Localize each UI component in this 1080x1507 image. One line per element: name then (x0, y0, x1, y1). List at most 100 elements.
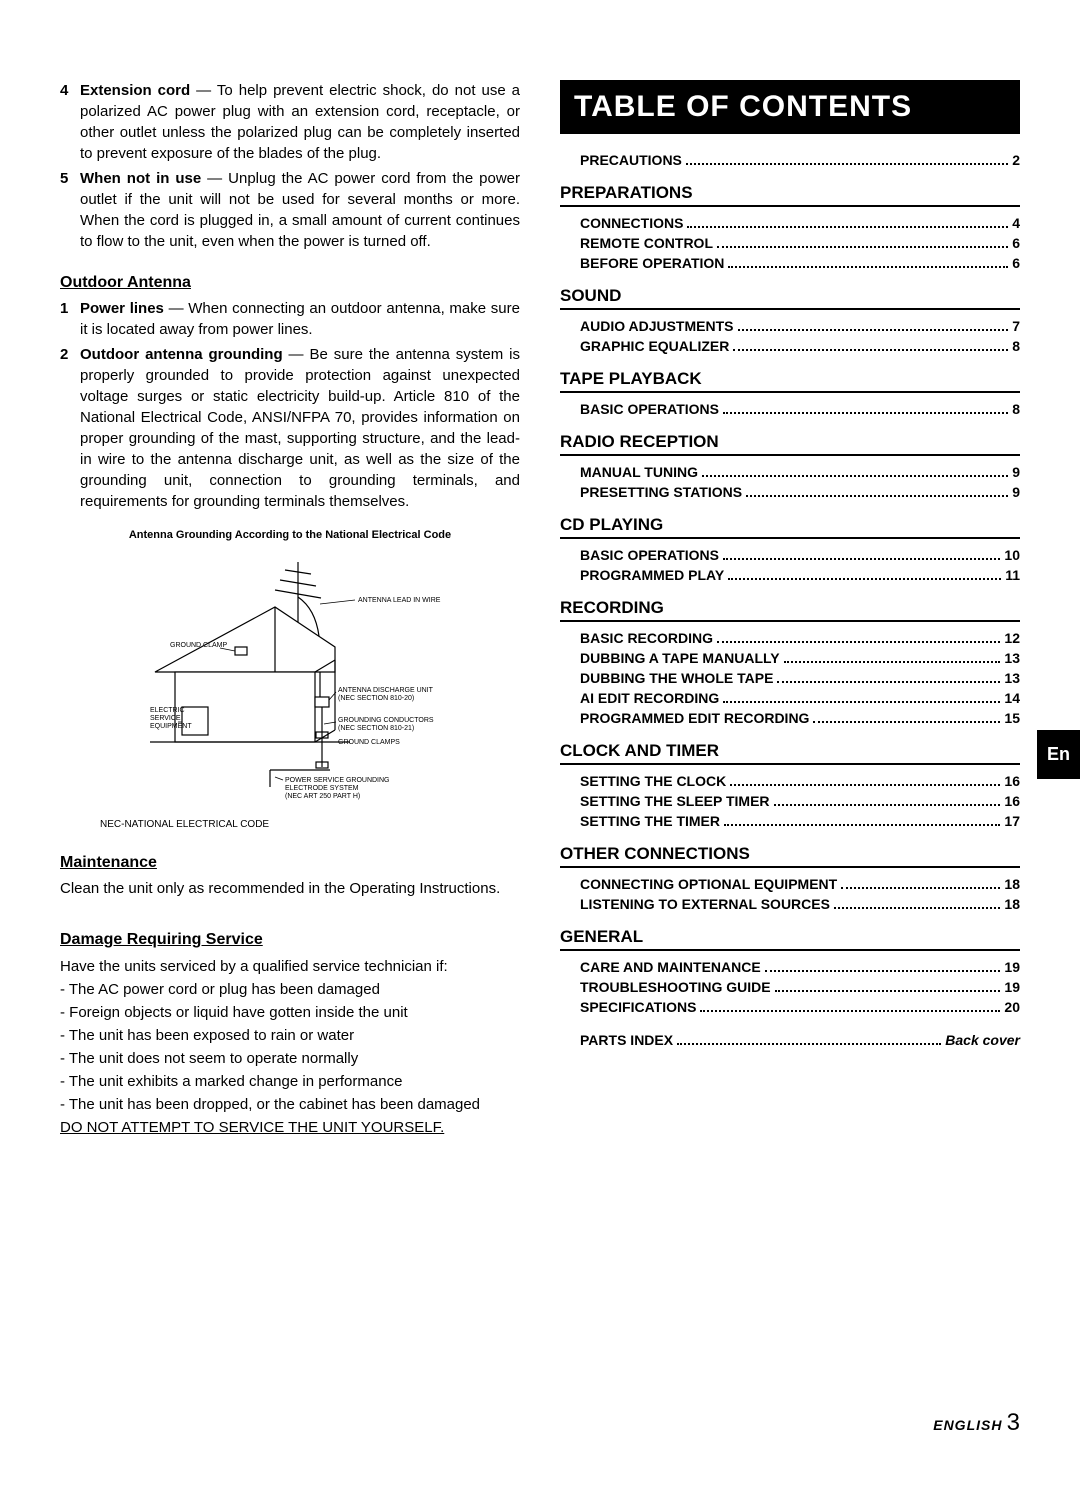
item-text: — Be sure the antenna system is properly… (80, 346, 520, 510)
toc-page: 13 (1004, 650, 1020, 666)
no-service-warning: DO NOT ATTEMPT TO SERVICE THE UNIT YOURS… (60, 1117, 520, 1138)
toc-page: 6 (1012, 255, 1020, 271)
toc-dots (702, 467, 1008, 477)
diagram-label: GROUNDING CONDUCTORS (338, 717, 434, 724)
toc-page: 19 (1004, 979, 1020, 995)
toc-page: 9 (1012, 484, 1020, 500)
footer-page-number: 3 (1007, 1409, 1020, 1436)
toc-label: BASIC OPERATIONS (580, 547, 719, 563)
toc-page: 20 (1004, 999, 1020, 1015)
toc-label: BASIC RECORDING (580, 630, 713, 646)
toc-dots (728, 258, 1008, 268)
diagram-caption: Antenna Grounding According to the Natio… (60, 528, 520, 543)
toc-precautions: PRECAUTIONS 2 (580, 152, 1020, 169)
antenna-grounding-diagram: ANTENNA LEAD IN WIRE GROUND CLAMP ANTENN… (120, 552, 460, 812)
item-label: Extension cord (80, 82, 190, 99)
toc-dots (738, 321, 1009, 331)
toc-page: 16 (1004, 773, 1020, 789)
toc-item: PROGRAMMED PLAY11 (580, 567, 1020, 584)
toc-label: REMOTE CONTROL (580, 235, 713, 251)
safety-item-5: 5 When not in use — Unplug the AC power … (60, 168, 520, 252)
damage-item: - Foreign objects or liquid have gotten … (60, 1002, 520, 1023)
item-number: 1 (60, 298, 80, 340)
toc-label: LISTENING TO EXTERNAL SOURCES (580, 896, 830, 912)
toc-label: PROGRAMMED PLAY (580, 567, 724, 583)
item-label: Outdoor antenna grounding (80, 346, 283, 363)
safety-item-4: 4 Extension cord — To help prevent elect… (60, 80, 520, 164)
toc-label: BEFORE OPERATION (580, 255, 724, 271)
diagram-label: GROUND CLAMPS (338, 739, 400, 746)
item-label: Power lines (80, 300, 164, 317)
toc-item: SETTING THE SLEEP TIMER16 (580, 793, 1020, 810)
toc-item: AI EDIT RECORDING14 (580, 690, 1020, 707)
item-number: 5 (60, 168, 80, 252)
toc-item: DUBBING A TAPE MANUALLY 13 (580, 650, 1020, 667)
toc-page: 6 (1012, 235, 1020, 251)
diagram-label: POWER SERVICE GROUNDING (285, 777, 390, 784)
toc-label: AI EDIT RECORDING (580, 690, 719, 706)
diagram-footnote: NEC-NATIONAL ELECTRICAL CODE (100, 818, 520, 832)
toc-dots (777, 673, 1000, 683)
left-column: 4 Extension cord — To help prevent elect… (60, 80, 520, 1138)
toc-item: CARE AND MAINTENANCE19 (580, 959, 1020, 976)
page-footer: ENGLISH 3 (933, 1409, 1020, 1437)
toc-label: SETTING THE CLOCK (580, 773, 726, 789)
toc-section-heading: SOUND (560, 286, 1020, 310)
toc-section-heading: CD PLAYING (560, 515, 1020, 539)
toc-page: 8 (1012, 401, 1020, 417)
toc-item: SPECIFICATIONS20 (580, 999, 1020, 1016)
toc-item: CONNECTING OPTIONAL EQUIPMENT18 (580, 876, 1020, 893)
toc-page: 10 (1004, 547, 1020, 563)
toc-sections: PREPARATIONS CONNECTIONS4 REMOTE CONTROL 6 B… (560, 183, 1020, 1016)
toc-item: DUBBING THE WHOLE TAPE13 (580, 670, 1020, 687)
toc-dots (728, 570, 1001, 580)
toc-item: BASIC RECORDING12 (580, 630, 1020, 647)
toc-page: 7 (1012, 318, 1020, 334)
toc-dots (774, 796, 1001, 806)
maintenance-heading: Maintenance (60, 852, 520, 874)
diagram-label: EQUIPMENT (150, 723, 192, 730)
damage-list: - The AC power cord or plug has been dam… (60, 979, 520, 1115)
language-tab: En (1037, 730, 1080, 779)
diagram-label: ELECTRIC (150, 707, 185, 714)
toc-item: TROUBLESHOOTING GUIDE19 (580, 979, 1020, 996)
item-body: Outdoor antenna grounding — Be sure the … (80, 344, 520, 512)
damage-item: - The unit does not seem to operate norm… (60, 1048, 520, 1069)
toc-page: Back cover (945, 1032, 1020, 1048)
toc-item: BASIC OPERATIONS8 (580, 401, 1020, 418)
item-body: When not in use — Unplug the AC power co… (80, 168, 520, 252)
toc-item: MANUAL TUNING9 (580, 464, 1020, 481)
toc-label: GRAPHIC EQUALIZER (580, 338, 729, 354)
toc-page: 13 (1004, 670, 1020, 686)
toc-dots (723, 693, 1000, 703)
toc-section-heading: PREPARATIONS (560, 183, 1020, 207)
diagram-label: (NEC SECTION 810-21) (338, 725, 414, 732)
toc-dots (730, 776, 1000, 786)
damage-item: - The unit has been exposed to rain or w… (60, 1025, 520, 1046)
toc-dots (723, 550, 1000, 560)
toc-item: PROGRAMMED EDIT RECORDING15 (580, 710, 1020, 727)
toc-dots (724, 816, 1000, 826)
item-number: 2 (60, 344, 80, 512)
item-number: 4 (60, 80, 80, 164)
toc-item: SETTING THE TIMER17 (580, 813, 1020, 830)
diagram-label: ANTENNA DISCHARGE UNIT (338, 687, 434, 694)
toc-item: GRAPHIC EQUALIZER 8 (580, 338, 1020, 355)
diagram-label: ELECTRODE SYSTEM (285, 785, 359, 792)
toc-page: 15 (1004, 710, 1020, 726)
damage-intro: Have the units serviced by a qualified s… (60, 956, 520, 977)
damage-item: - The AC power cord or plug has been dam… (60, 979, 520, 1000)
toc-label: MANUAL TUNING (580, 464, 698, 480)
toc-item: CONNECTIONS4 (580, 215, 1020, 232)
toc-dots (746, 487, 1008, 497)
toc-page: 8 (1012, 338, 1020, 354)
diagram-label: (NEC ART 250 PART H) (285, 793, 360, 800)
toc-page: 19 (1004, 959, 1020, 975)
outdoor-item-2: 2 Outdoor antenna grounding — Be sure th… (60, 344, 520, 512)
right-column: TABLE OF CONTENTS PRECAUTIONS 2 PREPARAT… (560, 80, 1020, 1138)
toc-dots (723, 404, 1008, 414)
toc-label: DUBBING A TAPE MANUALLY (580, 650, 780, 666)
item-body: Power lines — When connecting an outdoor… (80, 298, 520, 340)
toc-dots (765, 962, 1001, 972)
toc-label: PRESETTING STATIONS (580, 484, 742, 500)
